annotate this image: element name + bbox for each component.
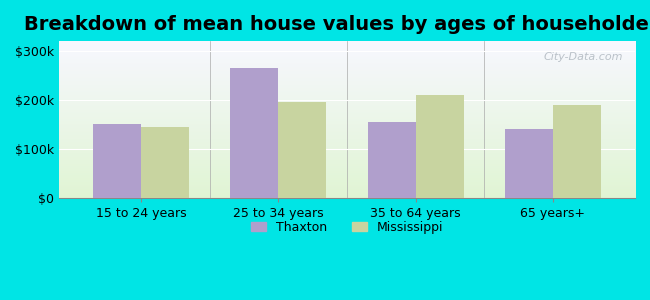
Legend: Thaxton, Mississippi: Thaxton, Mississippi [246, 216, 448, 239]
Text: City-Data.com: City-Data.com [544, 52, 623, 62]
Bar [93, 124, 141, 198]
Bar [278, 102, 326, 198]
Bar [552, 105, 601, 198]
Bar [230, 68, 278, 198]
Bar [415, 95, 463, 198]
Bar [367, 122, 415, 198]
Title: Breakdown of mean house values by ages of householders: Breakdown of mean house values by ages o… [24, 15, 650, 34]
Bar [504, 129, 552, 198]
Bar [141, 127, 189, 198]
